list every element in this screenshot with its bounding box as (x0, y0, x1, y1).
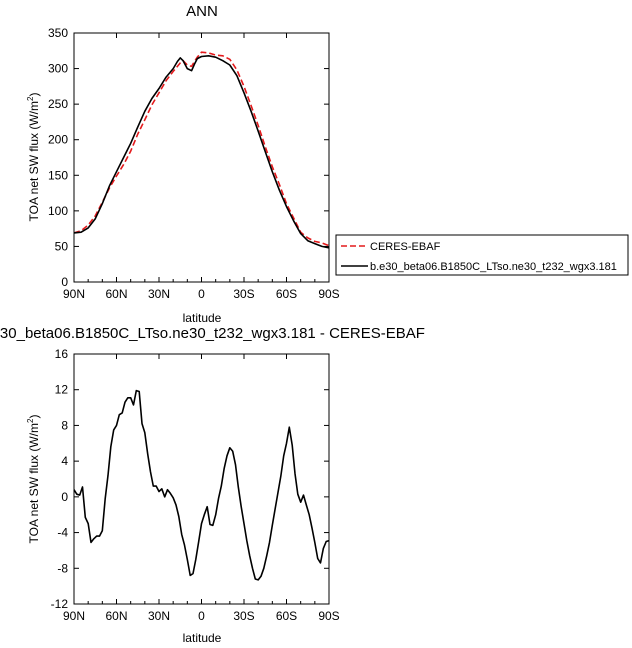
top-plot-area: 0 50 100 150 200 250 300 350 90N 60N 30N 0 30S 60S 90S (48, 26, 340, 301)
top-series-line-1 (73, 54, 330, 249)
top-ytick-label: 100 (48, 204, 68, 218)
bottom-xtick-label: 60S (276, 609, 297, 623)
bottom-xtick-label: 90N (63, 609, 85, 623)
bottom-xtick-label: 60N (105, 609, 127, 623)
bottom-xtick-label: 30S (233, 609, 254, 623)
bottom-plot-area: -12 -8 -4 0 4 8 12 16 90N 60N 30N 0 30S 60S 90S (51, 347, 340, 623)
bottom-ytick-label: 12 (55, 383, 69, 397)
bottom-frame (73, 353, 330, 605)
top-xtick-label: 30S (233, 287, 254, 301)
top-title: ANN (186, 3, 218, 20)
bottom-ytick-label: -4 (57, 526, 68, 540)
top-ytick-label: 200 (48, 133, 68, 147)
bottom-xlabel: latitude (183, 631, 222, 645)
bottom-ytick-label: 16 (55, 347, 69, 361)
top-ytick-label: 350 (48, 26, 68, 40)
bottom-ytick-label: -12 (51, 597, 69, 611)
bottom-panel: b.e30_beta06.B1850C_LTso.ne30_t232_wgx3.… (0, 325, 425, 645)
bottom-ytick-label: 0 (61, 490, 68, 504)
legend-box (335, 234, 629, 276)
top-xlabel: latitude (183, 311, 222, 325)
top-series-line-0 (73, 51, 330, 247)
top-xtick-label: 60N (105, 287, 127, 301)
top-xtick-label: 90S (318, 287, 339, 301)
top-ylabel: TOA net SW flux (W/m2) (26, 93, 41, 222)
top-xtick-label: 90N (63, 287, 85, 301)
top-ytick-label: 50 (55, 239, 69, 253)
bottom-ylabel: TOA net SW flux (W/m2) (26, 415, 41, 544)
bottom-xtick-label: 0 (198, 609, 205, 623)
bottom-series-line-0 (73, 389, 330, 581)
top-xtick-label: 30N (148, 287, 170, 301)
bottom-ytick-label: -8 (57, 561, 68, 575)
legend-label-ceres: CERES-EBAF (370, 241, 441, 253)
bottom-ytick-label: 8 (61, 418, 68, 432)
top-ytick-label: 150 (48, 168, 68, 182)
bottom-ytick-label: 4 (61, 454, 68, 468)
legend: CERES-EBAF b.e30_beta06.B1850C_LTso.ne30… (335, 234, 629, 276)
top-frame (73, 32, 330, 283)
top-xtick-label: 0 (198, 287, 205, 301)
top-panel: ANN 0 50 100 150 200 250 300 350 90N 60N 30N 0 30S 60… (26, 3, 340, 325)
top-ytick-label: 300 (48, 62, 68, 76)
top-ytick-label: 0 (61, 275, 68, 289)
bottom-xtick-label: 30N (148, 609, 170, 623)
top-ytick-label: 250 (48, 97, 68, 111)
bottom-title: b.e30_beta06.B1850C_LTso.ne30_t232_wgx3.… (0, 325, 425, 342)
legend-label-model: b.e30_beta06.B1850C_LTso.ne30_t232_wgx3.… (370, 261, 617, 273)
top-xtick-label: 60S (276, 287, 297, 301)
bottom-xtick-label: 90S (318, 609, 339, 623)
